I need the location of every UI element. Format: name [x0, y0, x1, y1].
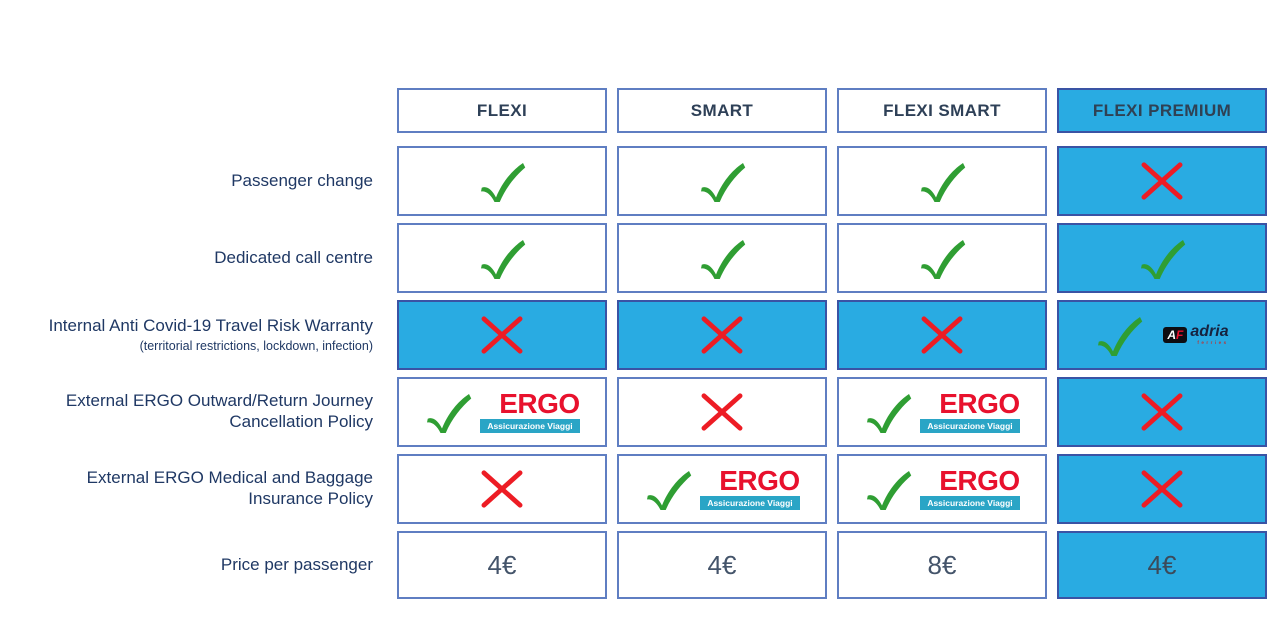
ergo-logo: ERGO Assicurazione Viaggi: [700, 465, 800, 510]
cross-icon: [1141, 393, 1183, 431]
price-value: 4€: [707, 549, 737, 580]
column-header-flexi: FLEXI: [397, 88, 607, 133]
check-icon: [701, 240, 746, 279]
column-header-smart: SMART: [617, 88, 827, 133]
adria-logo-name: adria: [1190, 322, 1229, 340]
cell-price-per-passenger-flexi: 4€: [397, 531, 607, 599]
adria-logo-badge: AF: [1163, 326, 1188, 343]
price-value: 4€: [487, 549, 517, 580]
cell-internal-anti-covid-flexi: [397, 300, 607, 370]
cell-price-per-passenger-flexi-premium: 4€: [1057, 531, 1267, 599]
adria-ferries-logo: AF adria ferries: [1163, 322, 1229, 346]
cell-external-ergo-outward-flexi-smart: ERGO Assicurazione Viaggi: [837, 377, 1047, 447]
feature-label-text: External ERGO Outward/Return Journey Can…: [65, 391, 373, 431]
ergo-logo: ERGO Assicurazione Viaggi: [480, 388, 580, 433]
cross-icon: [1141, 162, 1183, 200]
check-icon: [647, 471, 692, 510]
feature-label-price-per-passenger: Price per passenger: [10, 531, 387, 599]
feature-label-external-ergo-outward-return-journey-cancellation-policy: External ERGO Outward/Return Journey Can…: [10, 377, 387, 447]
check-icon: [1098, 317, 1143, 356]
cell-passenger-change-flexi-premium: [1057, 146, 1267, 216]
cell-dedicated-call-centre-flexi-smart: [837, 223, 1047, 293]
feature-label-external-ergo-medical-and-baggage-insurance-policy: External ERGO Medical and Baggage Insura…: [10, 454, 387, 524]
ergo-logo-name: ERGO: [939, 388, 1020, 420]
ergo-logo-name: ERGO: [719, 465, 800, 497]
cross-icon: [481, 316, 523, 354]
price-value: 4€: [1147, 549, 1177, 580]
cell-external-ergo-outward-flexi-premium: [1057, 377, 1267, 447]
feature-sublabel-text: (territorial restrictions, lockdown, inf…: [139, 338, 373, 353]
feature-label-internal-anti-covid-19-travel-risk-warranty: Internal Anti Covid-19 Travel Risk Warra…: [10, 300, 387, 370]
cell-price-per-passenger-smart: 4€: [617, 531, 827, 599]
cell-price-per-passenger-flexi-smart: 8€: [837, 531, 1047, 599]
price-value: 8€: [927, 549, 957, 580]
comparison-table: FLEXI SMART FLEXI SMART FLEXI PREMIUM Passen…: [10, 88, 1267, 599]
cell-dedicated-call-centre-flexi-premium: [1057, 223, 1267, 293]
feature-label-text: Passenger change: [231, 170, 373, 190]
cell-internal-anti-covid-smart: [617, 300, 827, 370]
cell-external-ergo-outward-smart: [617, 377, 827, 447]
feature-label-text: Dedicated call centre: [214, 247, 373, 267]
ergo-logo-tagline: Assicurazione Viaggi: [920, 495, 1020, 510]
adria-logo-tagline: ferries: [1197, 340, 1229, 346]
check-icon: [701, 163, 746, 202]
column-header-flexi-smart: FLEXI SMART: [837, 88, 1047, 133]
check-icon: [921, 240, 966, 279]
feature-label-dedicated-call-centre: Dedicated call centre: [10, 223, 387, 293]
cell-passenger-change-smart: [617, 146, 827, 216]
ergo-logo: ERGO Assicurazione Viaggi: [920, 388, 1020, 433]
ergo-logo-tagline: Assicurazione Viaggi: [700, 495, 800, 510]
ergo-logo-name: ERGO: [499, 388, 580, 420]
cross-icon: [921, 316, 963, 354]
check-icon: [481, 240, 526, 279]
cell-dedicated-call-centre-flexi: [397, 223, 607, 293]
cross-icon: [701, 393, 743, 431]
adria-logo-text: adria ferries: [1190, 322, 1229, 346]
feature-label-text: External ERGO Medical and Baggage Insura…: [86, 468, 373, 508]
ergo-logo: ERGO Assicurazione Viaggi: [920, 465, 1020, 510]
cell-external-ergo-medical-flexi-smart: ERGO Assicurazione Viaggi: [837, 454, 1047, 524]
column-header-flexi-premium: FLEXI PREMIUM: [1057, 88, 1267, 133]
cell-internal-anti-covid-flexi-smart: [837, 300, 1047, 370]
cell-passenger-change-flexi: [397, 146, 607, 216]
cell-internal-anti-covid-flexi-premium: AF adria ferries: [1057, 300, 1267, 370]
check-icon: [1141, 240, 1186, 279]
check-icon: [867, 394, 912, 433]
cell-external-ergo-medical-smart: ERGO Assicurazione Viaggi: [617, 454, 827, 524]
feature-label-passenger-change: Passenger change: [10, 146, 387, 216]
feature-label-text: Price per passenger: [220, 554, 373, 574]
ergo-logo-tagline: Assicurazione Viaggi: [480, 418, 580, 433]
cell-external-ergo-medical-flexi: [397, 454, 607, 524]
cell-dedicated-call-centre-smart: [617, 223, 827, 293]
ergo-logo-name: ERGO: [939, 465, 1020, 497]
cross-icon: [481, 470, 523, 508]
cross-icon: [1141, 470, 1183, 508]
ergo-logo-tagline: Assicurazione Viaggi: [920, 418, 1020, 433]
cross-icon: [701, 316, 743, 354]
check-icon: [921, 163, 966, 202]
check-icon: [481, 163, 526, 202]
check-icon: [427, 394, 472, 433]
feature-label-text: Internal Anti Covid-19 Travel Risk Warra…: [48, 316, 373, 335]
corner-spacer: [10, 88, 387, 139]
cell-passenger-change-flexi-smart: [837, 146, 1047, 216]
check-icon: [867, 471, 912, 510]
cell-external-ergo-outward-flexi: ERGO Assicurazione Viaggi: [397, 377, 607, 447]
cell-external-ergo-medical-flexi-premium: [1057, 454, 1267, 524]
